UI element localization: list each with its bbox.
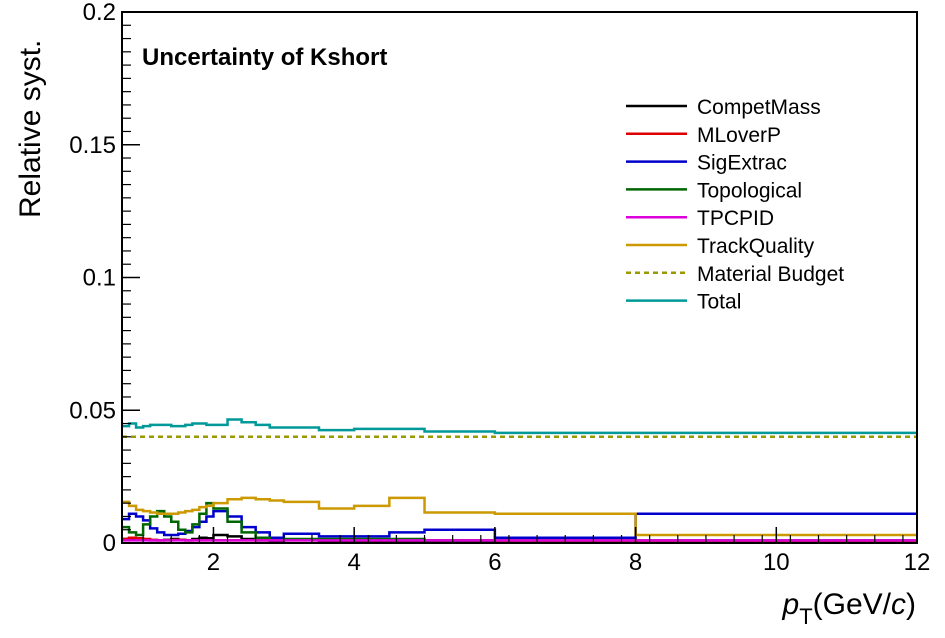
x-tick-label: 12 bbox=[904, 549, 931, 576]
legend-label: Material Budget bbox=[697, 263, 844, 286]
x-axis-title-unit: (GeV/ bbox=[813, 588, 892, 621]
y-tick-label: 0 bbox=[103, 530, 116, 557]
series-line-topological bbox=[122, 501, 917, 542]
x-tick-label: 8 bbox=[629, 549, 642, 576]
x-axis-title-symbol: p bbox=[782, 588, 800, 621]
y-tick-label: 0.05 bbox=[69, 397, 116, 424]
legend-label: TPCPID bbox=[697, 207, 774, 230]
x-axis-title-unit-c: c bbox=[891, 588, 906, 621]
x-tick-label: 2 bbox=[207, 549, 220, 576]
y-axis-title: Relative syst. bbox=[14, 40, 47, 218]
legend-label: Topological bbox=[697, 179, 802, 202]
x-tick-label: 4 bbox=[347, 549, 360, 576]
series-line-total bbox=[122, 418, 917, 435]
legend-label: Total bbox=[697, 291, 741, 314]
series-line-sigextrac bbox=[122, 509, 917, 539]
legend-label: TrackQuality bbox=[697, 235, 815, 258]
legend-label: MLoverP bbox=[697, 124, 781, 147]
legend: CompetMass MLoverP SigExtrac Topological TPC… bbox=[626, 96, 844, 314]
axes-layer: 0 0.05 0.1 0.15 0.2 2 4 6 8 10 12 bbox=[69, 0, 930, 576]
legend-label: SigExtrac bbox=[697, 152, 787, 175]
series-layer bbox=[122, 418, 917, 544]
x-tick-label: 6 bbox=[488, 549, 501, 576]
x-axis-title-unit-close: ) bbox=[906, 588, 916, 621]
y-tick-label: 0.1 bbox=[83, 265, 116, 292]
chart-title: Uncertainty of Kshort bbox=[142, 44, 387, 71]
legend-label: CompetMass bbox=[697, 96, 821, 119]
series-line-trackquality bbox=[122, 496, 917, 537]
x-tick-label: 10 bbox=[763, 549, 790, 576]
y-tick-label: 0.15 bbox=[69, 132, 116, 159]
x-axis-title-subscript: T bbox=[799, 604, 812, 629]
y-tick-label: 0.2 bbox=[83, 0, 116, 26]
x-axis-title: pT(GeV/c) bbox=[782, 588, 917, 629]
